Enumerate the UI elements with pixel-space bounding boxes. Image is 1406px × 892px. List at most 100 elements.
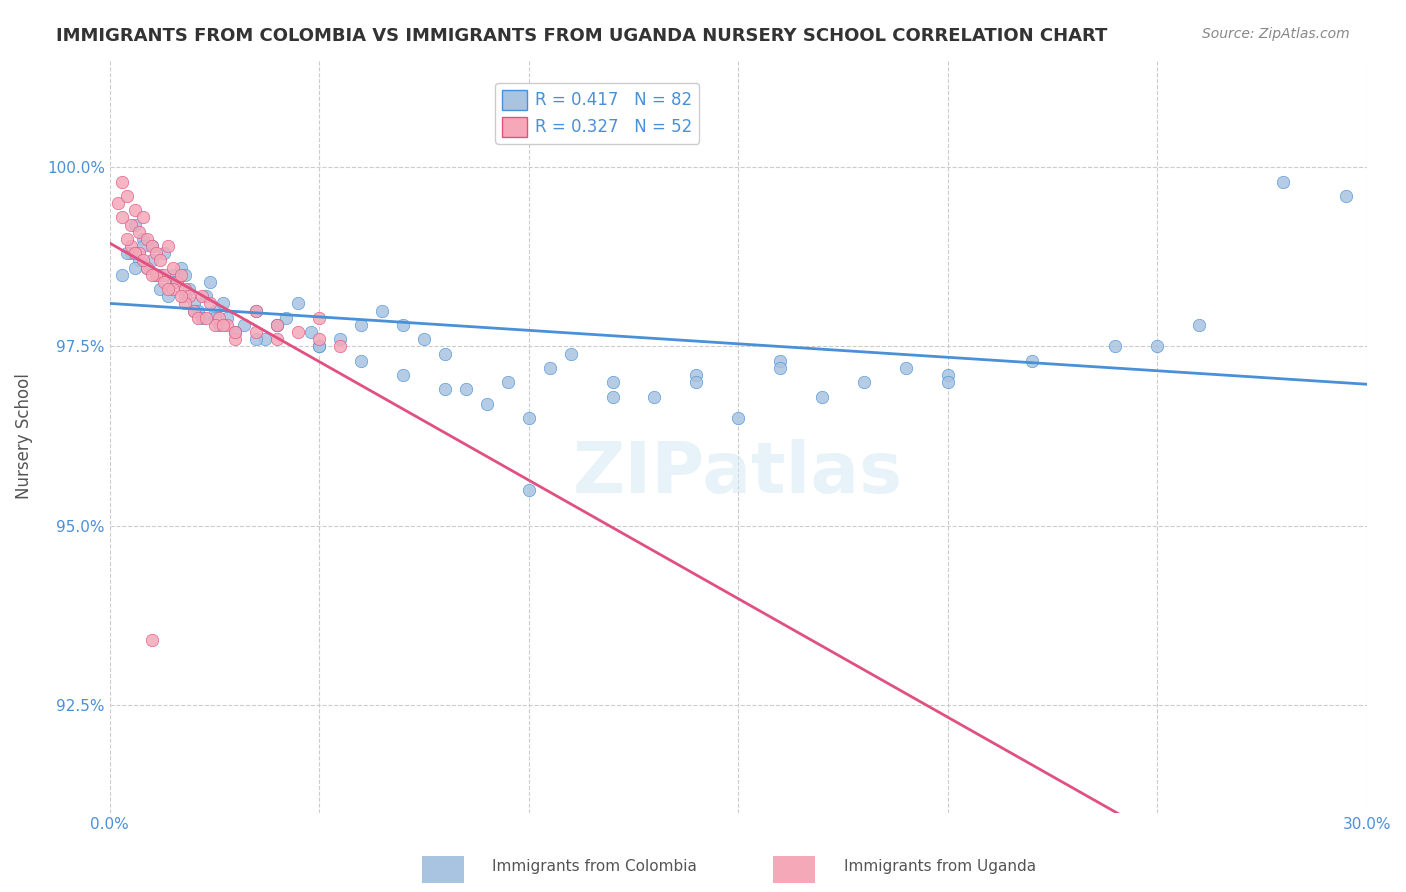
Point — [727, 411, 749, 425]
Point — [170, 289, 193, 303]
Point — [329, 339, 352, 353]
Point — [166, 275, 188, 289]
Point — [560, 346, 582, 360]
Point — [329, 332, 352, 346]
Point — [308, 310, 330, 325]
Point — [111, 268, 134, 282]
Point — [120, 218, 142, 232]
Point — [128, 246, 150, 260]
Point — [245, 325, 267, 339]
Point — [179, 289, 201, 303]
Text: ZIPatlas: ZIPatlas — [574, 439, 903, 508]
Point — [204, 310, 226, 325]
Point — [132, 253, 155, 268]
Point — [769, 353, 792, 368]
Point — [149, 268, 172, 282]
Point — [166, 275, 188, 289]
Point — [128, 253, 150, 268]
Point — [124, 260, 146, 275]
Point — [162, 275, 184, 289]
Point — [1271, 174, 1294, 188]
Point — [308, 339, 330, 353]
Point — [245, 332, 267, 346]
Point — [132, 232, 155, 246]
Point — [195, 289, 218, 303]
Point — [153, 268, 176, 282]
Point — [141, 239, 163, 253]
Point — [936, 368, 959, 383]
Point — [1021, 353, 1043, 368]
Point — [287, 296, 309, 310]
Point — [136, 232, 159, 246]
Point — [145, 268, 167, 282]
Point — [496, 376, 519, 390]
Point — [174, 289, 197, 303]
Point — [115, 232, 138, 246]
Point — [174, 268, 197, 282]
Point — [145, 246, 167, 260]
Point — [308, 339, 330, 353]
Point — [685, 368, 707, 383]
Point — [162, 282, 184, 296]
Point — [111, 211, 134, 225]
Point — [162, 268, 184, 282]
Text: IMMIGRANTS FROM COLOMBIA VS IMMIGRANTS FROM UGANDA NURSERY SCHOOL CORRELATION CH: IMMIGRANTS FROM COLOMBIA VS IMMIGRANTS F… — [56, 27, 1108, 45]
Point — [475, 397, 498, 411]
Point — [217, 318, 239, 332]
Point — [191, 310, 214, 325]
Point — [413, 332, 436, 346]
Point — [174, 282, 197, 296]
Point — [124, 218, 146, 232]
Point — [157, 239, 180, 253]
Point — [145, 268, 167, 282]
Point — [299, 325, 322, 339]
Point — [217, 310, 239, 325]
Point — [212, 296, 235, 310]
Text: Source: ZipAtlas.com: Source: ZipAtlas.com — [1202, 27, 1350, 41]
Point — [120, 239, 142, 253]
Point — [245, 303, 267, 318]
Point — [204, 318, 226, 332]
Point — [433, 383, 456, 397]
Point — [157, 289, 180, 303]
Point — [200, 296, 222, 310]
Point — [245, 303, 267, 318]
Point — [1188, 318, 1211, 332]
Point — [204, 303, 226, 318]
Point — [111, 174, 134, 188]
Point — [212, 318, 235, 332]
Point — [517, 411, 540, 425]
Point — [433, 346, 456, 360]
Point — [454, 383, 477, 397]
Point — [200, 275, 222, 289]
Point — [538, 360, 561, 375]
Point — [195, 310, 218, 325]
Point — [153, 246, 176, 260]
Point — [811, 390, 834, 404]
Point — [253, 332, 276, 346]
Point — [602, 376, 624, 390]
Point — [183, 303, 205, 318]
Point — [852, 376, 875, 390]
Point — [149, 253, 172, 268]
Text: Immigrants from Colombia: Immigrants from Colombia — [492, 859, 697, 874]
Point — [308, 332, 330, 346]
Point — [132, 239, 155, 253]
Point — [1104, 339, 1126, 353]
Point — [769, 360, 792, 375]
Point — [208, 318, 231, 332]
Point — [224, 325, 246, 339]
Point — [936, 376, 959, 390]
Point — [153, 275, 176, 289]
Point — [266, 318, 288, 332]
Point — [120, 246, 142, 260]
Point — [132, 211, 155, 225]
Point — [187, 303, 209, 318]
Point — [141, 633, 163, 648]
Point — [170, 268, 193, 282]
Point — [350, 318, 373, 332]
Point — [643, 390, 665, 404]
Point — [232, 318, 254, 332]
Point — [128, 225, 150, 239]
Point — [187, 310, 209, 325]
